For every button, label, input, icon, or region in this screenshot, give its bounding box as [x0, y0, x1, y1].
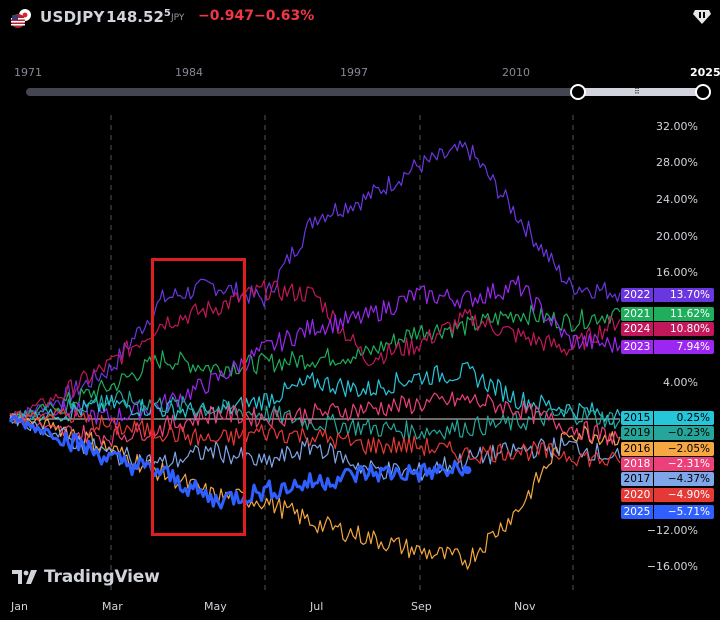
year-tick: 2010 [502, 66, 530, 79]
legend-tag-2018[interactable]: 2018 −2.31% [621, 457, 714, 471]
y-tick: 4.00% [663, 376, 698, 389]
legend-year: 2024 [621, 322, 654, 336]
legend-tag-2025[interactable]: 2025 −5.71% [621, 505, 714, 519]
year-range-selection[interactable] [578, 88, 702, 96]
legend-tag-2023[interactable]: 2023 7.94% [621, 340, 714, 354]
y-tick: 16.00% [656, 266, 698, 279]
x-tick: Nov [514, 600, 536, 613]
price-main: 148.52 [106, 8, 164, 26]
legend-tag-2015[interactable]: 2015 0.25% [621, 411, 714, 425]
legend-tag-2017[interactable]: 2017 −4.37% [621, 472, 714, 486]
y-tick: 32.00% [656, 120, 698, 133]
tradingview-logo-text: TradingView [44, 567, 160, 587]
legend-year: 2020 [621, 488, 654, 502]
legend-value: 13.70% [654, 288, 714, 302]
legend-tag-2021[interactable]: 2021 11.62% [621, 307, 714, 321]
x-tick: Jul [310, 600, 324, 613]
legend-value: 10.80% [654, 322, 714, 336]
legend-year: 2023 [621, 340, 654, 354]
symbol-header: USDJPY 148.525 JPY −0.947 −0.63% [0, 0, 720, 36]
year-tick: 1971 [14, 66, 42, 79]
series-line-2020 [9, 407, 621, 468]
year-range-end-handle[interactable] [695, 84, 711, 100]
series-line-2025 [8, 415, 469, 510]
tradingview-logo-icon [12, 570, 37, 584]
x-tick: May [204, 600, 227, 613]
series-line-2016 [9, 414, 621, 570]
series-line-2017 [9, 413, 621, 481]
x-tick: Jan [11, 600, 28, 613]
year-range-ticks: 1971 1984 1997 2010 2025 [0, 66, 720, 82]
legend-value: −4.90% [654, 488, 714, 502]
series-line-2018 [9, 391, 621, 447]
legend-year: 2016 [621, 442, 654, 456]
legend-value: 7.94% [654, 340, 714, 354]
series-line-2021 [9, 304, 621, 423]
symbol-name[interactable]: USDJPY [40, 8, 105, 26]
year-tick-selected: 2025 [690, 66, 720, 79]
legend-tag-2024[interactable]: 2024 10.80% [621, 322, 714, 336]
series-line-2024 [9, 279, 621, 420]
legend-value: 11.62% [654, 307, 714, 321]
grid-lines [10, 115, 620, 595]
legend-year: 2019 [621, 426, 654, 440]
year-tick: 1984 [175, 66, 203, 79]
legend-tag-2020[interactable]: 2020 −4.90% [621, 488, 714, 502]
legend-year: 2017 [621, 472, 654, 486]
seasonals-chart[interactable] [0, 105, 720, 595]
legend-value: −4.37% [654, 472, 714, 486]
price-change: −0.947 [198, 8, 255, 24]
series-lines [8, 140, 621, 570]
us-jp-flag-icon [11, 9, 31, 28]
x-tick: Mar [102, 600, 123, 613]
series-line-2023 [9, 275, 621, 426]
y-tick: −16.00% [646, 560, 698, 573]
series-line-2015 [9, 361, 621, 425]
legend-tag-2016[interactable]: 2016 −2.05% [621, 442, 714, 456]
legend-value: −2.31% [654, 457, 714, 471]
legend-value: −2.05% [654, 442, 714, 456]
price-change-percent: −0.63% [254, 8, 315, 24]
legend-value: −5.71% [654, 505, 714, 519]
y-tick: 24.00% [656, 193, 698, 206]
price-sup: 5 [163, 8, 171, 19]
legend-year: 2021 [621, 307, 654, 321]
legend-year: 2022 [621, 288, 654, 302]
y-tick: 28.00% [656, 156, 698, 169]
series-line-2022 [9, 140, 621, 421]
legend-year: 2018 [621, 457, 654, 471]
legend-tag-2022[interactable]: 2022 13.70% [621, 288, 714, 302]
year-tick: 1997 [340, 66, 368, 79]
year-range-track[interactable] [26, 88, 582, 96]
legend-year: 2025 [621, 505, 654, 519]
legend-value: 0.25% [654, 411, 714, 425]
legend-year: 2015 [621, 411, 654, 425]
year-range-start-handle[interactable] [570, 84, 586, 100]
tradingview-logo: TradingView [12, 566, 160, 588]
legend-tag-2019[interactable]: 2019 −0.23% [621, 426, 714, 440]
y-tick: −12.00% [646, 524, 698, 537]
series-line-2019 [9, 390, 621, 442]
currency-label: JPY [171, 13, 185, 23]
last-price: 148.525 [106, 8, 171, 26]
highlight-rectangle-annotation [151, 258, 246, 536]
current-point-marker [463, 466, 472, 475]
compare-seasons-icon[interactable] [692, 6, 712, 26]
drag-grip-icon[interactable]: ⠿ [634, 87, 640, 96]
x-tick: Sep [411, 600, 432, 613]
legend-value: −0.23% [654, 426, 714, 440]
y-tick: 20.00% [656, 230, 698, 243]
